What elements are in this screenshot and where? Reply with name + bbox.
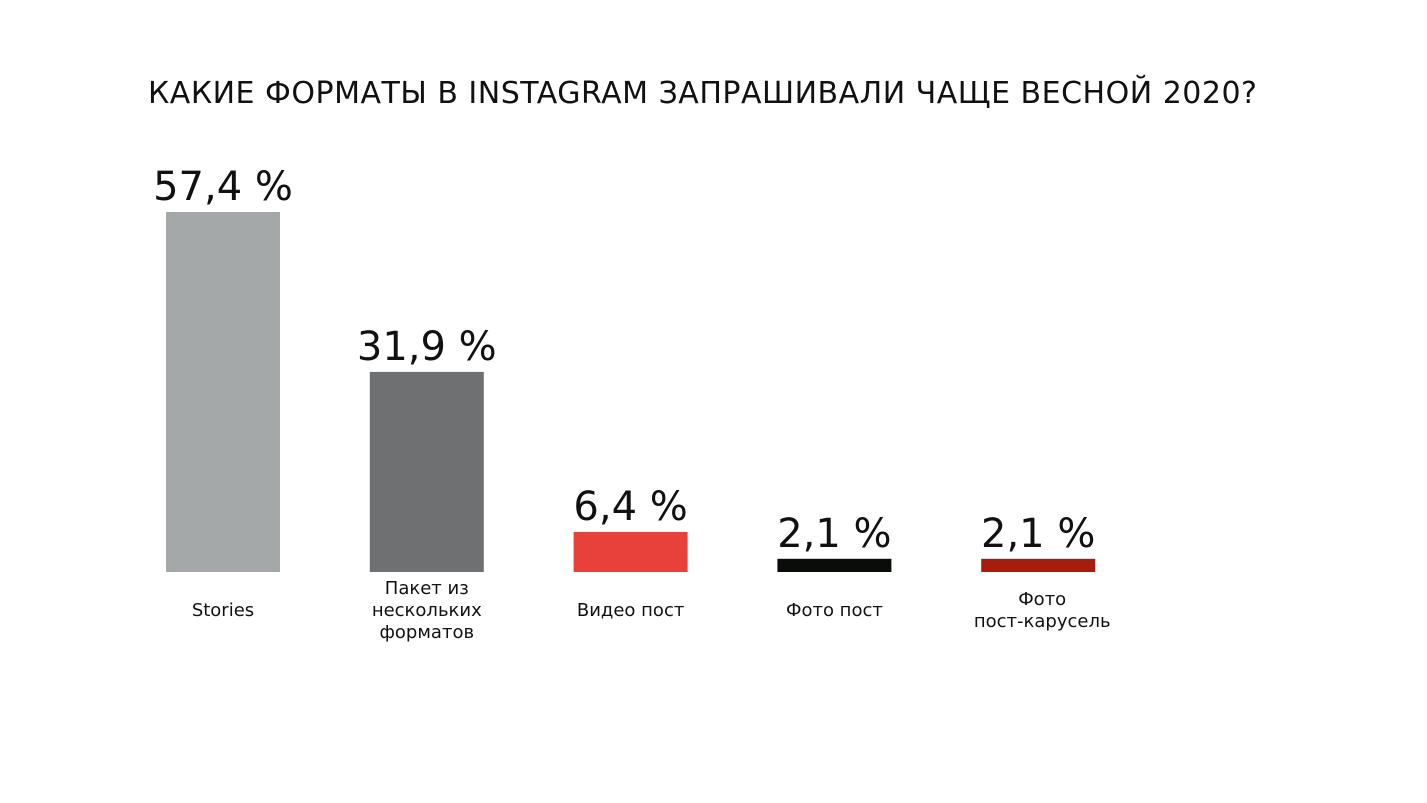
category-label-4-line-1: Фото пост	[786, 600, 883, 621]
category-label-1-line-1: Stories	[192, 600, 254, 621]
bar-3	[573, 531, 688, 572]
category-label-5-line-1: Фото	[1018, 589, 1066, 610]
category-label-2-line-3: форматов	[380, 622, 475, 643]
bar-5	[981, 558, 1096, 572]
bar-4	[777, 558, 892, 572]
value-label-1: 57,4 %	[153, 164, 293, 210]
category-label-5-line-2: пост-карусель	[974, 611, 1111, 632]
chart-title: КАКИЕ ФОРМАТЫ В INSTAGRAM ЗАПРАШИВАЛИ ЧА…	[148, 76, 1258, 111]
category-label-4: Фото пост	[786, 600, 883, 621]
bar-2	[369, 371, 484, 572]
value-label-3: 6,4 %	[573, 484, 687, 530]
category-label-2-line-2: нескольких	[372, 600, 482, 621]
category-label-5: Фото пост-карусель	[974, 589, 1111, 632]
value-label-4: 2,1 %	[777, 511, 891, 557]
category-label-3: Видео пост	[577, 600, 684, 621]
category-label-2-line-1: Пакет из	[385, 578, 469, 599]
category-label-2: Пакет из нескольких форматов	[372, 578, 482, 643]
value-label-2: 31,9 %	[357, 324, 497, 370]
bar-1	[166, 212, 280, 572]
category-label-3-line-1: Видео пост	[577, 600, 684, 621]
value-label-5: 2,1 %	[981, 511, 1095, 557]
category-label-1: Stories	[192, 600, 254, 621]
